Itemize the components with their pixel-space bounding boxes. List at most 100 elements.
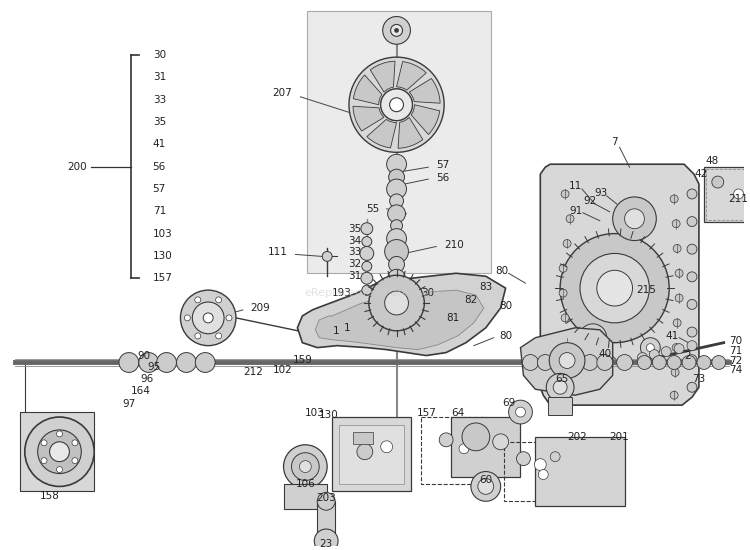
Circle shape [687, 244, 697, 254]
Circle shape [361, 223, 373, 235]
Bar [706, 169, 750, 220]
Text: 32: 32 [349, 260, 361, 270]
Circle shape [734, 189, 743, 199]
Text: 30: 30 [153, 50, 166, 60]
Text: 111: 111 [268, 248, 287, 257]
Circle shape [195, 353, 215, 372]
Text: eReplacementParts.com: eReplacementParts.com [304, 288, 439, 298]
Polygon shape [410, 79, 440, 103]
Circle shape [203, 313, 213, 323]
Text: 57: 57 [153, 184, 166, 194]
Circle shape [616, 355, 632, 371]
Text: 72: 72 [729, 355, 742, 366]
Circle shape [471, 471, 501, 501]
Text: 56: 56 [153, 162, 166, 172]
Circle shape [216, 333, 221, 339]
Polygon shape [315, 290, 484, 350]
Text: 33: 33 [349, 248, 361, 257]
Circle shape [440, 433, 453, 447]
Text: 90: 90 [137, 350, 150, 361]
Text: 57: 57 [436, 160, 449, 170]
Circle shape [181, 290, 236, 345]
Circle shape [554, 381, 567, 394]
Circle shape [638, 353, 647, 362]
Circle shape [361, 272, 373, 284]
Polygon shape [353, 75, 382, 104]
Text: 73: 73 [692, 375, 706, 384]
Circle shape [560, 265, 567, 272]
Circle shape [41, 440, 47, 446]
Circle shape [41, 458, 47, 464]
Circle shape [195, 333, 201, 339]
Circle shape [662, 346, 671, 356]
Circle shape [385, 291, 409, 315]
Bar [353, 432, 373, 444]
Circle shape [597, 270, 632, 306]
Circle shape [560, 289, 567, 297]
Text: 158: 158 [40, 491, 59, 502]
Bar [548, 397, 572, 415]
Text: 70: 70 [729, 336, 742, 346]
Text: 33: 33 [153, 95, 166, 104]
Bar [451, 417, 520, 476]
Text: 1: 1 [332, 326, 339, 336]
Circle shape [549, 343, 585, 378]
Text: 40: 40 [598, 349, 611, 359]
Text: 64: 64 [452, 408, 465, 418]
Circle shape [382, 16, 410, 44]
Circle shape [119, 353, 139, 372]
Text: 81: 81 [446, 313, 460, 323]
Text: 23: 23 [320, 539, 333, 549]
Text: 60: 60 [479, 475, 492, 486]
Text: 203: 203 [316, 493, 336, 503]
Circle shape [687, 272, 697, 282]
Circle shape [550, 452, 560, 461]
Circle shape [391, 220, 403, 232]
Circle shape [50, 442, 70, 461]
Text: 106: 106 [296, 480, 315, 490]
Polygon shape [411, 104, 440, 135]
Text: 35: 35 [153, 117, 166, 127]
Bar [704, 167, 750, 222]
Circle shape [459, 444, 469, 454]
Text: 202: 202 [567, 432, 586, 442]
Circle shape [712, 176, 724, 188]
Circle shape [538, 470, 548, 480]
Circle shape [582, 355, 598, 371]
Bar [284, 485, 327, 509]
Circle shape [517, 452, 530, 466]
Text: 80: 80 [500, 331, 513, 341]
Circle shape [139, 353, 158, 372]
Circle shape [72, 440, 78, 446]
Circle shape [561, 190, 569, 198]
Circle shape [360, 246, 374, 260]
Circle shape [38, 430, 81, 474]
Circle shape [579, 324, 607, 351]
Text: 215: 215 [637, 285, 656, 295]
Bar [332, 417, 412, 491]
Polygon shape [520, 328, 613, 395]
Text: 41: 41 [665, 331, 679, 341]
Circle shape [670, 391, 678, 399]
Text: 193: 193 [332, 288, 352, 298]
Circle shape [195, 297, 201, 303]
Text: 95: 95 [147, 362, 160, 372]
Circle shape [687, 340, 697, 350]
Bar [317, 501, 335, 533]
Text: 71: 71 [729, 345, 742, 356]
Text: 91: 91 [569, 206, 583, 216]
Text: 35: 35 [349, 224, 361, 234]
Circle shape [493, 434, 508, 450]
Circle shape [381, 89, 412, 120]
Circle shape [72, 458, 78, 464]
Text: 31: 31 [153, 73, 166, 82]
Text: 83: 83 [478, 282, 492, 292]
Circle shape [389, 98, 404, 112]
Circle shape [687, 382, 697, 392]
Bar [308, 10, 490, 273]
Text: 71: 71 [153, 206, 166, 216]
Text: 65: 65 [556, 375, 568, 384]
Circle shape [56, 431, 62, 437]
Text: 207: 207 [273, 88, 292, 98]
Circle shape [640, 338, 660, 358]
